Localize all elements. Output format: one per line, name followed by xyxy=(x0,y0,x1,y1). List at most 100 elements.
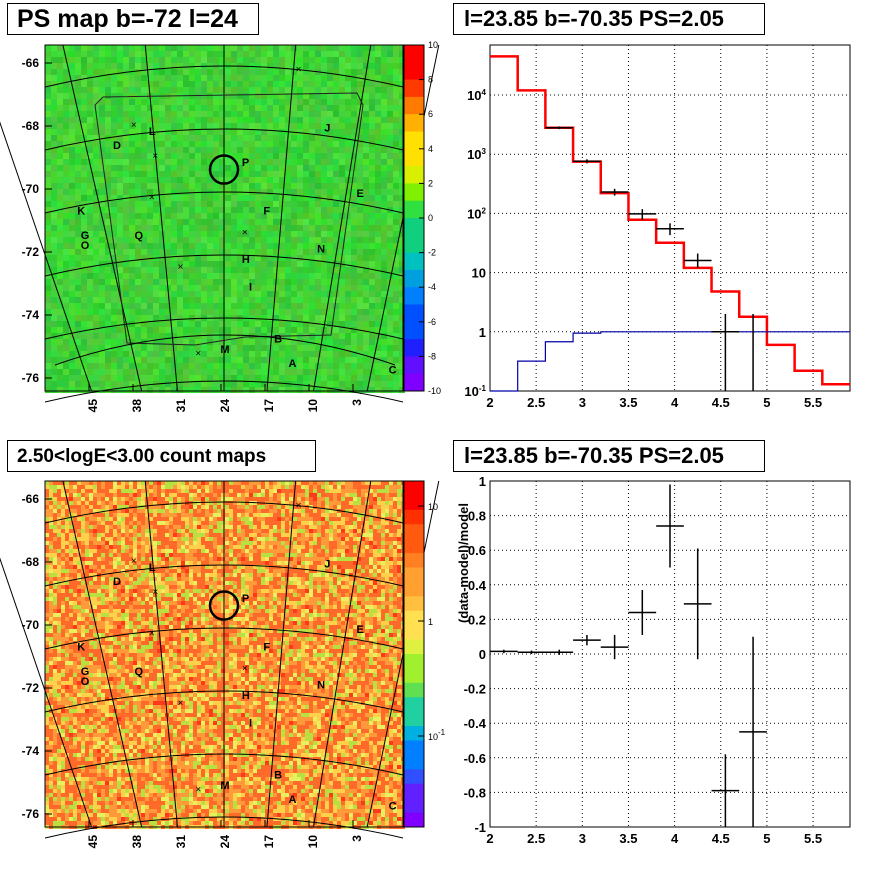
map-cell xyxy=(81,249,87,255)
map-cell xyxy=(273,237,279,243)
map-cell xyxy=(145,513,149,517)
map-cell xyxy=(99,327,105,333)
map-cell xyxy=(375,57,381,63)
map-cell xyxy=(257,513,261,517)
map-cell xyxy=(285,201,291,207)
map-cell xyxy=(387,111,393,117)
map-cell xyxy=(185,509,189,513)
map-cell xyxy=(69,93,75,99)
map-cell xyxy=(171,129,177,135)
map-cell xyxy=(233,497,237,501)
map-cell xyxy=(135,207,141,213)
map-cell xyxy=(117,537,121,541)
map-cell xyxy=(201,147,207,153)
map-cell xyxy=(281,509,285,513)
map-cell xyxy=(87,249,93,255)
map-cell xyxy=(341,529,345,533)
map-cell xyxy=(387,165,393,171)
map-cell xyxy=(195,183,201,189)
map-cell xyxy=(135,309,141,315)
map-cell xyxy=(393,273,399,279)
map-cell xyxy=(393,231,399,237)
map-cell xyxy=(63,309,69,315)
map-cell xyxy=(99,51,105,57)
map-cell xyxy=(63,351,69,357)
map-cell xyxy=(153,541,157,545)
map-cell xyxy=(321,81,327,87)
map-cell xyxy=(245,513,249,517)
map-cell xyxy=(45,517,49,521)
map-cell xyxy=(277,501,281,505)
map-cell xyxy=(93,357,99,363)
map-cell xyxy=(177,345,183,351)
map-cell xyxy=(147,135,153,141)
map-cell xyxy=(303,111,309,117)
map-cell xyxy=(279,381,285,387)
map-cell xyxy=(113,517,117,521)
map-cell xyxy=(303,201,309,207)
longitude-line xyxy=(313,44,372,392)
map-cell xyxy=(243,45,249,51)
map-cell xyxy=(363,219,369,225)
map-cell xyxy=(57,541,61,545)
map-cell xyxy=(45,345,51,351)
map-cell xyxy=(75,243,81,249)
map-cell xyxy=(129,279,135,285)
map-cell xyxy=(61,541,65,545)
map-cell xyxy=(279,279,285,285)
map-cell xyxy=(273,111,279,117)
map-cell xyxy=(177,309,183,315)
map-cell xyxy=(87,297,93,303)
map-cell xyxy=(183,141,189,147)
map-cell xyxy=(189,195,195,201)
map-cell xyxy=(85,489,89,493)
map-cell xyxy=(273,213,279,219)
map-cell xyxy=(237,237,243,243)
map-cell xyxy=(249,75,255,81)
map-cell xyxy=(315,201,321,207)
map-cell xyxy=(165,315,171,321)
map-cell xyxy=(261,363,267,369)
map-cell xyxy=(195,99,201,105)
map-cell xyxy=(261,45,267,51)
map-cell xyxy=(201,381,207,387)
palette-band xyxy=(404,269,424,288)
map-cell xyxy=(195,147,201,153)
map-cell xyxy=(153,63,159,69)
map-cell xyxy=(159,237,165,243)
map-cell xyxy=(147,69,153,75)
map-cell xyxy=(285,207,291,213)
map-cell xyxy=(253,525,257,529)
map-cell xyxy=(117,357,123,363)
map-cell xyxy=(377,489,381,493)
map-cell xyxy=(57,75,63,81)
map-cell xyxy=(339,189,345,195)
longitude-line xyxy=(62,44,143,392)
map-cell xyxy=(189,357,195,363)
map-cell xyxy=(243,297,249,303)
map-cell xyxy=(245,533,249,537)
map-cell xyxy=(327,267,333,273)
map-cell xyxy=(81,177,87,183)
map-cell xyxy=(389,517,393,521)
map-cell xyxy=(375,135,381,141)
map-cell xyxy=(399,357,405,363)
map-cell xyxy=(381,69,387,75)
map-cell xyxy=(133,529,137,533)
map-cell xyxy=(303,51,309,57)
map-cell xyxy=(129,123,135,129)
map-cell xyxy=(205,537,209,541)
map-cell xyxy=(45,541,49,545)
map-cell xyxy=(321,509,325,513)
map-cell xyxy=(297,147,303,153)
map-cell xyxy=(195,363,201,369)
map-cell xyxy=(315,273,321,279)
map-cell xyxy=(253,509,257,513)
map-cell xyxy=(81,521,85,525)
map-cell xyxy=(351,99,357,105)
map-cell xyxy=(171,75,177,81)
map-cell xyxy=(315,189,321,195)
map-cell xyxy=(93,303,99,309)
map-cell xyxy=(249,381,255,387)
map-cell xyxy=(129,93,135,99)
